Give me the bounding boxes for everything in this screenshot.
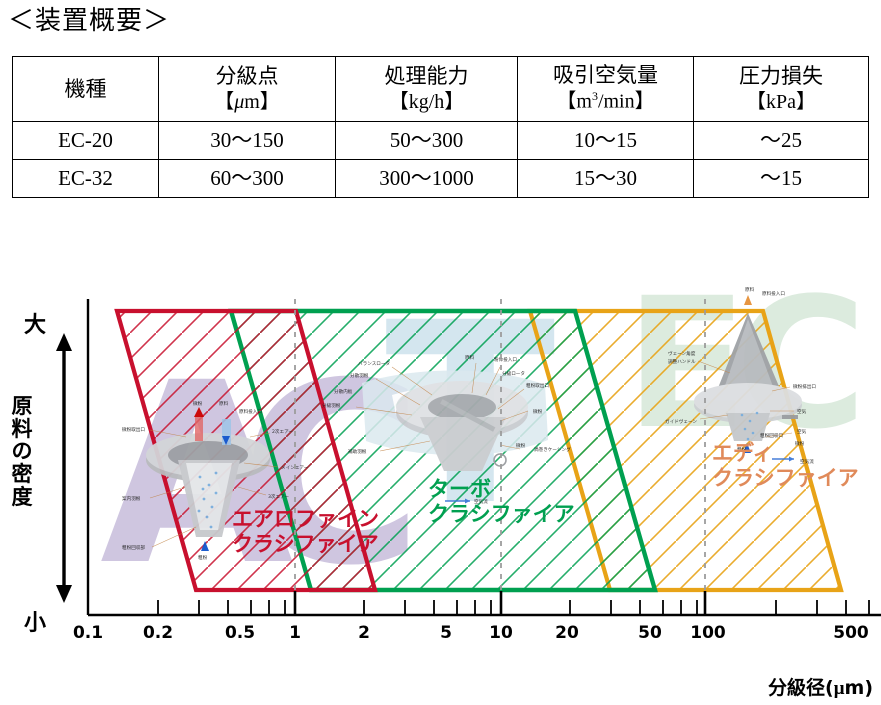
header-name: 圧力損失 [739, 63, 823, 88]
table-header-cell-cutpoint: 分級点 【μm】 [158, 56, 336, 122]
svg-text:原料投入口: 原料投入口 [762, 290, 785, 297]
series-label-line1: エアロファイン [232, 507, 379, 531]
series-label-turbo: ターボ クラシファイア [428, 477, 575, 527]
table-header-row: 機種 分級点 【μm】 処理能力 【kg/h】 吸引空気量 【m3/min】 圧… [12, 56, 869, 122]
header-unit: 【μm】 [214, 90, 280, 113]
svg-text:分級羽根: 分級羽根 [322, 402, 341, 409]
spec-table: 機種 分級点 【μm】 処理能力 【kg/h】 吸引空気量 【m3/min】 圧… [12, 56, 869, 198]
series-label-aerofine: エアロファイン クラシファイア [232, 507, 379, 557]
x-tick-2: 2 [358, 623, 370, 643]
density-arrow-icon [56, 333, 72, 603]
header-name: 機種 [64, 76, 107, 101]
x-tick-100: 100 [690, 623, 726, 643]
cell-model: EC-32 [12, 159, 159, 198]
svg-text:バランスロータ: バランスロータ [358, 360, 390, 367]
svg-text:空気: 空気 [797, 428, 807, 435]
header-unit: 【kg/h】 [388, 90, 465, 113]
svg-text:粗粉回収口: 粗粉回収口 [760, 432, 783, 439]
x-axis-title: 分級径(μm) [768, 677, 873, 699]
x-tick-0.5: 0.5 [224, 623, 256, 643]
cell-pressureloss: 〜25 [693, 121, 869, 160]
svg-text:微粉: 微粉 [516, 442, 526, 449]
y-axis-bottom-label: 小 [24, 611, 47, 636]
series-label-line1: エディ [712, 441, 774, 465]
header-name: 吸引空気量 [553, 63, 658, 88]
header-name: 処理能力 [384, 63, 469, 88]
x-axis-ticks [157, 591, 870, 615]
svg-text:補助羽根: 補助羽根 [348, 448, 367, 455]
x-tick-50: 50 [638, 623, 662, 643]
table-header-cell-pressureloss: 圧力損失 【kPa】 [693, 56, 869, 122]
svg-text:微粉: 微粉 [533, 408, 543, 415]
cell-capacity: 50〜300 [335, 121, 518, 160]
aerofine-diagram: 微粉取出口 案内羽根 粗粉回収部 微粉 原料 原料投入口 2次エアー メインエア… [122, 400, 309, 561]
series-label-line2: クラシファイア [428, 501, 575, 526]
table-header-cell-model: 機種 [12, 56, 159, 122]
svg-text:粗粉回収部: 粗粉回収部 [122, 544, 145, 551]
svg-text:原料: 原料 [219, 400, 229, 407]
svg-text:微粉: 微粉 [193, 400, 203, 407]
cell-model: EC-20 [12, 121, 159, 160]
cell-airflow: 15〜30 [517, 159, 694, 198]
svg-text:分散内板: 分散内板 [334, 388, 353, 395]
x-tick-0.1: 0.1 [72, 623, 104, 643]
svg-text:原料: 原料 [745, 286, 755, 293]
header-name: 分級点 [215, 63, 279, 88]
cell-pressureloss: 〜15 [693, 159, 869, 198]
x-tick-5: 5 [440, 623, 452, 643]
page-title: ＜装置概要＞ [8, 6, 171, 35]
svg-text:粗粉取出口: 粗粉取出口 [526, 382, 549, 389]
series-label-line2: クラシファイア [712, 465, 859, 490]
svg-text:ヴェーン角度: ヴェーン角度 [668, 350, 696, 357]
series-label-line2: クラシファイア [232, 531, 379, 556]
svg-text:微粉排出口: 微粉排出口 [793, 383, 816, 390]
classifier-range-chart: A C T E C [0, 255, 881, 705]
cell-capacity: 300〜1000 [335, 159, 518, 198]
svg-text:粗粉: 粗粉 [737, 446, 747, 453]
header-unit: 【kPa】 [746, 90, 816, 113]
svg-text:粗粉: 粗粉 [198, 554, 208, 561]
header-unit: 【m3/min】 [556, 89, 655, 113]
svg-text:調整ハンドル: 調整ハンドル [668, 358, 696, 365]
cell-airflow: 10〜15 [517, 121, 694, 160]
x-tick-20: 20 [555, 623, 579, 643]
svg-text:空気流: 空気流 [800, 458, 814, 465]
svg-text:3次エアー: 3次エアー [268, 493, 289, 500]
x-tick-500: 500 [833, 623, 869, 643]
svg-text:微粉: 微粉 [795, 440, 805, 447]
axis-lines [86, 299, 881, 617]
series-label-line1: ターボ [428, 477, 491, 501]
svg-text:微粉取出口: 微粉取出口 [122, 426, 145, 433]
svg-text:分散羽根: 分散羽根 [350, 372, 369, 379]
x-tick-10: 10 [489, 623, 513, 643]
svg-text:粉体投入口: 粉体投入口 [494, 356, 517, 363]
table-row: EC-32 60〜300 300〜1000 15〜30 〜15 [12, 159, 869, 198]
svg-text:ガイドヴェーン: ガイドヴェーン [665, 418, 697, 425]
x-tick-0.2: 0.2 [142, 623, 174, 643]
table-header-cell-airflow: 吸引空気量 【m3/min】 [517, 56, 694, 122]
gridlines [294, 299, 706, 615]
svg-text:2次エアー: 2次エアー [272, 428, 293, 435]
chart-canvas: 微粉取出口 案内羽根 粗粉回収部 微粉 原料 原料投入口 2次エアー メインエア… [86, 286, 881, 617]
svg-text:空気: 空気 [797, 408, 807, 415]
svg-text:分級ロータ: 分級ロータ [502, 370, 525, 377]
y-axis-top-label: 大 [24, 313, 47, 338]
table-header-cell-capacity: 処理能力 【kg/h】 [335, 56, 518, 122]
svg-text:原料: 原料 [465, 354, 475, 361]
svg-text:空気流: 空気流 [474, 498, 488, 505]
cell-cutpoint: 30〜150 [158, 121, 336, 160]
table-row: EC-20 30〜150 50〜300 10〜15 〜25 [12, 121, 869, 160]
y-axis-title: 原料の密度 [11, 394, 33, 509]
series-label-eddy: エディ クラシファイア [712, 441, 859, 491]
eddy-diagram: 原料 原料投入口 ヴェーン角度 調整ハンドル ガイドヴェーン 微粉排出口 空気 … [665, 286, 816, 465]
svg-text:原料投入口: 原料投入口 [239, 408, 262, 415]
svg-text:渦巻きケーシング: 渦巻きケーシング [534, 446, 571, 453]
svg-text:案内羽根: 案内羽根 [122, 495, 141, 502]
cell-cutpoint: 60〜300 [158, 159, 336, 198]
x-tick-1: 1 [289, 623, 301, 643]
